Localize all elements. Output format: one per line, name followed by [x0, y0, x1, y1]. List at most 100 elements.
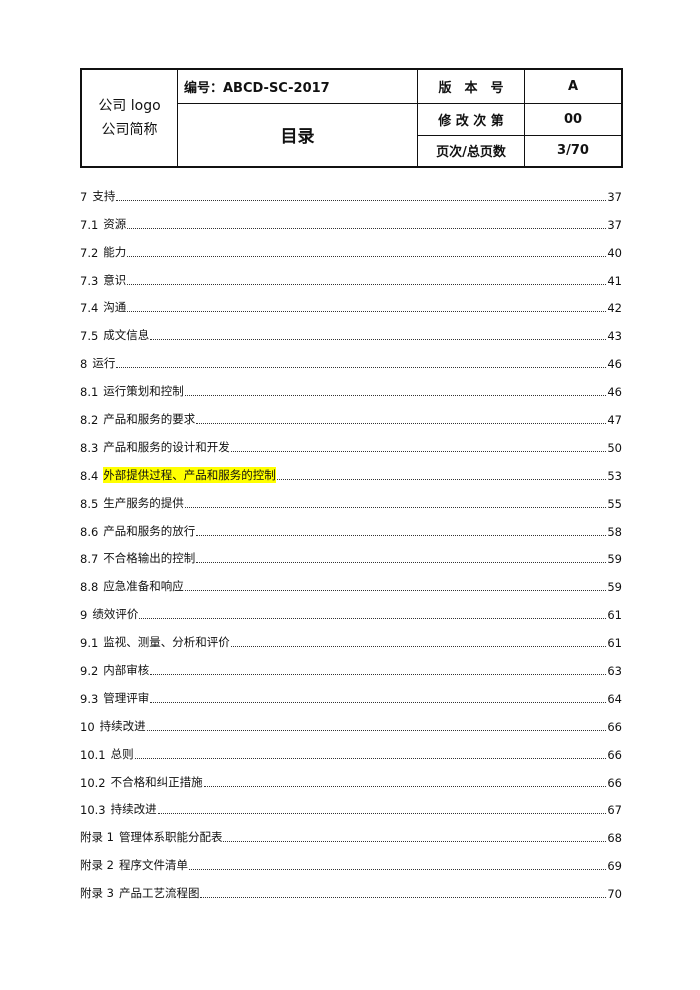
toc-title: 运行 — [92, 356, 116, 371]
toc-title: 运行策划和控制 — [103, 384, 184, 399]
toc-number: 9 — [80, 608, 88, 623]
toc-entry[interactable]: 8.3 产品和服务的设计和开发 50 — [80, 427, 622, 455]
toc-number: 10.1 — [80, 747, 106, 762]
toc-entry[interactable]: 10 持续改进 66 — [80, 706, 622, 734]
toc-leader-dots — [127, 283, 607, 285]
toc-entry[interactable]: 9 绩效评价 61 — [80, 594, 622, 622]
toc-page: 46 — [607, 357, 622, 372]
toc-page: 47 — [607, 413, 622, 428]
toc-entry[interactable]: 8.7 不合格输出的控制 59 — [80, 539, 622, 567]
company-name: 公司简称 — [101, 122, 158, 138]
toc-leader-dots — [150, 701, 607, 703]
toc-entry[interactable]: 8.8 应急准备和响应 59 — [80, 566, 622, 594]
toc-number: 附录 1 — [80, 830, 114, 845]
toc-leader-dots — [116, 199, 607, 201]
toc-title: 持续改进 — [99, 718, 146, 733]
toc-leader-dots — [116, 367, 607, 369]
toc-page: 53 — [607, 468, 622, 483]
toc-page: 66 — [607, 775, 622, 790]
toc-entry[interactable]: 9.1 监视、测量、分析和评价 61 — [80, 622, 622, 650]
toc-number: 8 — [80, 357, 88, 372]
toc-entry[interactable]: 10.2 不合格和纠正措施 66 — [80, 762, 622, 790]
toc-entry[interactable]: 7.4 沟通 42 — [80, 288, 622, 316]
toc-title: 成文信息 — [103, 328, 150, 343]
doc-title: 目录 — [177, 102, 418, 168]
toc-entry[interactable]: 附录 1 管理体系职能分配表 68 — [80, 817, 622, 845]
toc-entry[interactable]: 10.3 持续改进 67 — [80, 790, 622, 818]
toc-entry[interactable]: 9.3 管理评审 64 — [80, 678, 622, 706]
toc-title: 总则 — [110, 746, 134, 761]
toc-title: 内部审核 — [103, 663, 150, 678]
toc-number: 10 — [80, 719, 95, 734]
toc-page: 43 — [607, 329, 622, 344]
toc-leader-dots — [230, 450, 607, 452]
toc-title: 绩效评价 — [92, 607, 139, 622]
toc-number: 7 — [80, 189, 88, 204]
table-of-contents: 7 支持 37 7.1 资源 37 7.2 能力 40 7.3 意识 41 7.4 沟通 42 7.5 成文信息… — [80, 176, 622, 901]
toc-title: 产品工艺流程图 — [118, 886, 200, 901]
toc-number: 8.6 — [80, 524, 99, 539]
toc-entry[interactable]: 7.5 成文信息 43 — [80, 315, 622, 343]
toc-leader-dots — [184, 395, 607, 397]
toc-entry[interactable]: 7.3 意识 41 — [80, 260, 622, 288]
toc-entry[interactable]: 8.1 运行策划和控制 46 — [80, 371, 622, 399]
toc-page: 67 — [607, 803, 622, 818]
toc-title: 生产服务的提供 — [103, 495, 184, 510]
toc-title: 应急准备和响应 — [103, 579, 184, 594]
toc-page: 41 — [607, 273, 622, 288]
toc-title: 持续改进 — [110, 802, 157, 817]
toc-page: 37 — [607, 189, 622, 204]
toc-leader-dots — [127, 255, 607, 257]
company-cell: 公司 logo 公司简称 — [80, 68, 178, 168]
toc-entry[interactable]: 附录 2 程序文件清单 69 — [80, 845, 622, 873]
page-label: 页次/总页数 — [417, 134, 525, 168]
toc-number: 7.1 — [80, 217, 99, 232]
toc-entry[interactable]: 8 运行 46 — [80, 343, 622, 371]
toc-title: 外部提供过程、产品和服务的控制 — [103, 466, 276, 483]
toc-number: 9.3 — [80, 691, 99, 706]
toc-title: 资源 — [103, 216, 127, 231]
toc-page: 58 — [607, 524, 622, 539]
toc-page: 66 — [607, 747, 622, 762]
toc-title: 监视、测量、分析和评价 — [103, 635, 230, 650]
toc-number: 10.3 — [80, 803, 106, 818]
toc-entry[interactable]: 附录 3 产品工艺流程图 70 — [80, 873, 622, 901]
company-logo: 公司 logo — [98, 98, 161, 114]
toc-entry[interactable]: 8.4 外部提供过程、产品和服务的控制 53 — [80, 455, 622, 483]
toc-title: 程序文件清单 — [118, 858, 188, 873]
toc-entry[interactable]: 7.1 资源 37 — [80, 204, 622, 232]
toc-leader-dots — [196, 562, 607, 564]
toc-title: 管理体系职能分配表 — [118, 830, 223, 845]
toc-page: 40 — [607, 245, 622, 260]
toc-number: 8.5 — [80, 496, 99, 511]
toc-number: 10.2 — [80, 775, 106, 790]
toc-entry[interactable]: 10.1 总则 66 — [80, 734, 622, 762]
toc-title: 沟通 — [103, 300, 127, 315]
toc-leader-dots — [196, 423, 607, 425]
page-value: 3/70 — [524, 134, 623, 168]
toc-leader-dots — [196, 534, 607, 536]
toc-title: 产品和服务的要求 — [103, 412, 196, 427]
toc-entry[interactable]: 8.5 生产服务的提供 55 — [80, 483, 622, 511]
toc-leader-dots — [146, 729, 607, 731]
toc-number: 8.8 — [80, 580, 99, 595]
toc-entry[interactable]: 9.2 内部审核 63 — [80, 650, 622, 678]
toc-page: 42 — [607, 301, 622, 316]
toc-number: 7.3 — [80, 273, 99, 288]
toc-leader-dots — [134, 757, 607, 759]
toc-page: 50 — [607, 440, 622, 455]
toc-number: 8.4 — [80, 468, 99, 483]
toc-page: 46 — [607, 385, 622, 400]
toc-number: 附录 3 — [80, 886, 114, 901]
toc-entry[interactable]: 7 支持 37 — [80, 176, 622, 204]
toc-leader-dots — [127, 311, 607, 313]
doc-code: 编号：ABCD-SC-2017 — [177, 68, 418, 104]
toc-entry[interactable]: 8.2 产品和服务的要求 47 — [80, 399, 622, 427]
toc-entry[interactable]: 8.6 产品和服务的放行 58 — [80, 511, 622, 539]
toc-leader-dots — [150, 674, 607, 676]
toc-leader-dots — [139, 618, 607, 620]
toc-page: 59 — [607, 552, 622, 567]
toc-leader-dots — [203, 785, 607, 787]
toc-entry[interactable]: 7.2 能力 40 — [80, 232, 622, 260]
header-table: 公司 logo 公司简称 编号：ABCD-SC-2017 版 本 号 A 目录 … — [80, 68, 623, 168]
